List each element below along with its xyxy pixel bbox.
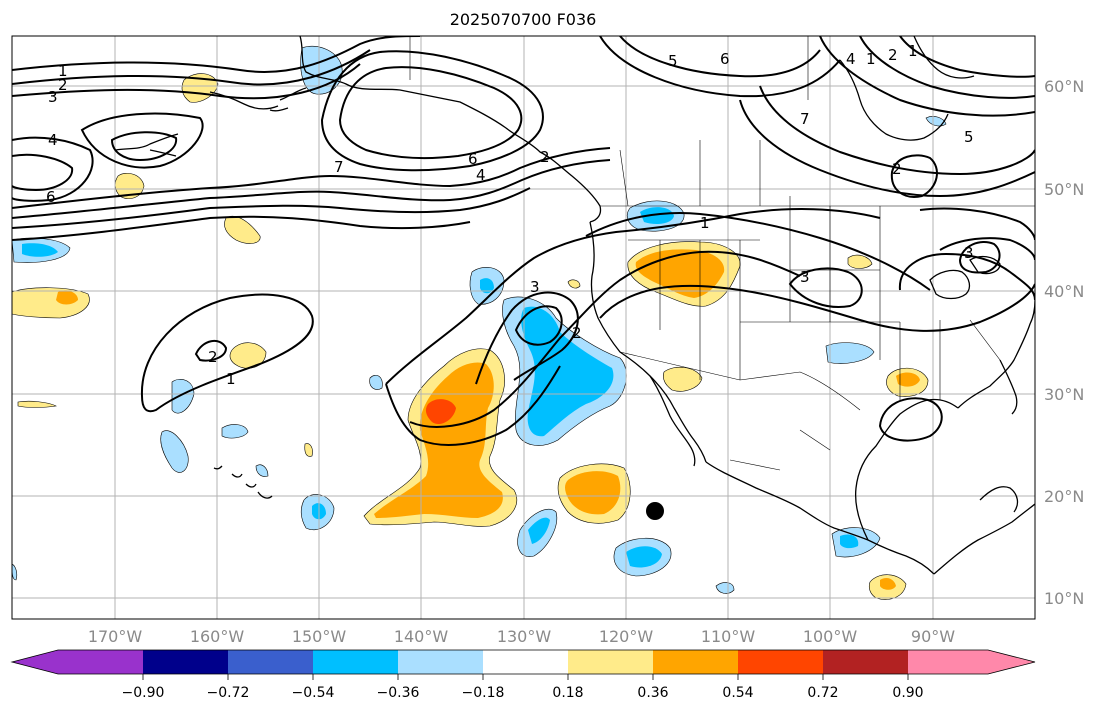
contour-label: 5 — [668, 52, 678, 70]
contour-label: 2 — [888, 46, 898, 64]
lon-label: 150°W — [292, 627, 347, 646]
longitude-labels: 170°W 160°W 150°W 140°W 130°W 120°W 110°… — [88, 627, 955, 646]
contour-label: 6 — [468, 150, 478, 168]
colorbar-bin — [738, 650, 824, 674]
colorbar-tick-label: −0.18 — [462, 685, 505, 701]
colorbar-tick-label: −0.54 — [292, 685, 335, 701]
colorbar: −0.90 −0.72 −0.54 −0.36 −0.18 0.18 0.36 … — [10, 649, 1036, 701]
positive-shading — [12, 73, 929, 600]
contour-labels: 1 2 3 4 5 6 7 1 2 3 4 6 1 2 3 4 5 6 7 1 … — [46, 42, 974, 388]
colorbar-bin — [398, 650, 484, 674]
location-marker — [646, 502, 664, 520]
colorbar-tick-label: 0.72 — [807, 685, 838, 701]
contour-label: 1 — [58, 62, 68, 80]
lat-label: 40°N — [1044, 282, 1084, 301]
negative-shading — [12, 46, 947, 594]
contour-label: 1 — [908, 42, 918, 60]
lon-label: 140°W — [394, 627, 449, 646]
colorbar-tick-label: −0.90 — [122, 685, 165, 701]
contour-label: 7 — [334, 158, 344, 176]
contour-label: 1 — [226, 370, 236, 388]
lat-label: 50°N — [1044, 180, 1084, 199]
contour-label: 5 — [964, 128, 974, 146]
colorbar-tick-label: 0.90 — [892, 685, 923, 701]
colorbar-extend-high — [988, 650, 1035, 674]
colorbar-bin — [568, 650, 654, 674]
lat-label: 60°N — [1044, 77, 1084, 96]
colorbar-bin — [228, 650, 314, 674]
colorbar-tick-label: 0.18 — [552, 685, 583, 701]
contour-label: 2 — [540, 148, 550, 166]
map-frame — [11, 35, 1036, 620]
lon-label: 100°W — [803, 627, 858, 646]
contour-label: 2 — [58, 76, 68, 94]
colorbar-tick-label: −0.72 — [207, 685, 250, 701]
lon-label: 160°W — [190, 627, 245, 646]
contour-label: 4 — [476, 166, 486, 184]
colorbar-tick-label: 0.54 — [722, 685, 753, 701]
contour-label: 1 — [866, 50, 876, 68]
contour-label: 2 — [892, 160, 902, 178]
colorbar-tick-label: 0.36 — [637, 685, 668, 701]
colorbar-bin — [483, 650, 569, 674]
colorbar-bin — [908, 650, 988, 674]
lon-label: 120°W — [599, 627, 654, 646]
lon-label: 110°W — [701, 627, 756, 646]
contour-label: 3 — [48, 88, 58, 106]
lon-label: 90°W — [911, 627, 955, 646]
contour-label: 4 — [48, 131, 58, 149]
contour-label: 3 — [530, 278, 540, 296]
lat-label: 30°N — [1044, 385, 1084, 404]
colorbar-bin — [653, 650, 739, 674]
contour-label: 1 — [700, 214, 710, 232]
contour-label: 2 — [208, 348, 218, 366]
lat-label: 20°N — [1044, 487, 1084, 506]
graticule — [12, 36, 1035, 619]
plot-title: 2025070700 F036 — [449, 10, 597, 29]
colorbar-bin — [58, 650, 144, 674]
contour-label: 3 — [964, 244, 974, 262]
lon-label: 130°W — [497, 627, 552, 646]
contour-label: 4 — [846, 50, 856, 68]
colorbar-bin — [313, 650, 399, 674]
colorbar-bin — [823, 650, 909, 674]
latitude-labels: 10°N 20°N 30°N 40°N 50°N 60°N — [1044, 77, 1084, 608]
contour-lines — [12, 36, 1035, 446]
contour-label: 3 — [800, 268, 810, 286]
colorbar-bin — [143, 650, 229, 674]
colorbar-extend-low — [12, 650, 58, 674]
lon-label: 170°W — [88, 627, 143, 646]
contour-label: 7 — [800, 110, 810, 128]
contour-label: 6 — [720, 50, 730, 68]
contour-label: 2 — [572, 324, 582, 342]
lat-label: 10°N — [1044, 589, 1084, 608]
contour-label: 6 — [46, 188, 56, 206]
colorbar-tick-label: −0.36 — [377, 685, 420, 701]
